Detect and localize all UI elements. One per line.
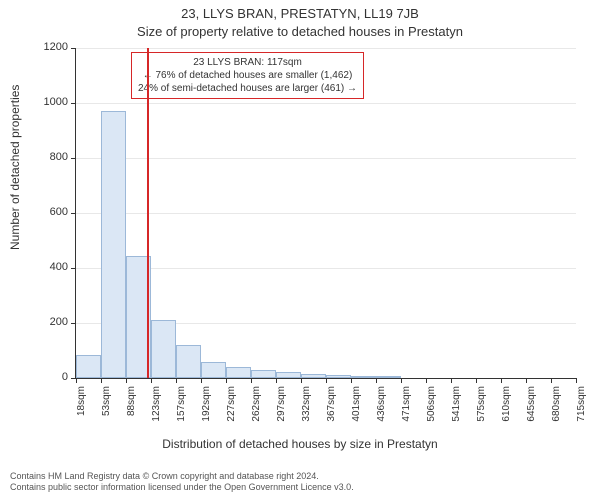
x-tick-mark [351, 378, 352, 383]
x-tick-mark [401, 378, 402, 383]
x-tick-mark [176, 378, 177, 383]
x-tick-label: 680sqm [551, 386, 562, 436]
x-tick-label: 367sqm [326, 386, 337, 436]
histogram-bar [326, 375, 351, 378]
page-title: 23, LLYS BRAN, PRESTATYN, LL19 7JB [0, 6, 600, 21]
y-tick-mark [71, 158, 76, 159]
y-tick-label: 1000 [28, 96, 68, 108]
histogram-bar [301, 374, 326, 378]
x-tick-mark [451, 378, 452, 383]
annotation-box: 23 LLYS BRAN: 117sqm ← 76% of detached h… [131, 52, 364, 99]
histogram-bar [101, 111, 126, 378]
x-tick-mark [276, 378, 277, 383]
histogram-bar [151, 320, 176, 378]
x-tick-label: 227sqm [226, 386, 237, 436]
x-axis-label: Distribution of detached houses by size … [0, 437, 600, 451]
histogram-bar [276, 372, 301, 378]
x-tick-label: 575sqm [476, 386, 487, 436]
chart-container: 23, LLYS BRAN, PRESTATYN, LL19 7JB Size … [0, 0, 600, 500]
gridline [76, 213, 576, 214]
footer-line1: Contains HM Land Registry data © Crown c… [10, 471, 590, 483]
x-tick-mark [526, 378, 527, 383]
x-tick-label: 436sqm [376, 386, 387, 436]
footer-line2: Contains public sector information licen… [10, 482, 590, 494]
y-tick-mark [71, 48, 76, 49]
x-tick-mark [201, 378, 202, 383]
x-tick-mark [226, 378, 227, 383]
y-tick-mark [71, 103, 76, 104]
histogram-bar [201, 362, 226, 379]
x-tick-mark [426, 378, 427, 383]
histogram-bar [76, 355, 101, 378]
gridline [76, 103, 576, 104]
x-tick-mark [126, 378, 127, 383]
x-tick-mark [151, 378, 152, 383]
footer: Contains HM Land Registry data © Crown c… [10, 471, 590, 494]
x-tick-mark [101, 378, 102, 383]
x-tick-label: 192sqm [201, 386, 212, 436]
x-tick-label: 157sqm [176, 386, 187, 436]
histogram-bar [376, 376, 401, 378]
y-tick-label: 400 [28, 261, 68, 273]
histogram-bar [251, 370, 276, 378]
x-tick-label: 88sqm [126, 386, 137, 436]
x-tick-label: 401sqm [351, 386, 362, 436]
x-tick-mark [501, 378, 502, 383]
gridline [76, 268, 576, 269]
y-tick-label: 0 [28, 371, 68, 383]
chart-subtitle: Size of property relative to detached ho… [0, 24, 600, 39]
x-tick-mark [376, 378, 377, 383]
y-tick-label: 1200 [28, 41, 68, 53]
x-tick-label: 645sqm [526, 386, 537, 436]
x-tick-label: 53sqm [101, 386, 112, 436]
x-tick-label: 506sqm [426, 386, 437, 436]
x-tick-label: 610sqm [501, 386, 512, 436]
x-tick-label: 332sqm [301, 386, 312, 436]
annotation-line1: 23 LLYS BRAN: 117sqm [138, 56, 357, 69]
histogram-bar [176, 345, 201, 378]
y-tick-mark [71, 323, 76, 324]
reference-marker [147, 48, 149, 378]
gridline [76, 48, 576, 49]
annotation-line2: ← 76% of detached houses are smaller (1,… [138, 69, 357, 82]
x-tick-mark [251, 378, 252, 383]
histogram-bar [351, 376, 376, 378]
gridline [76, 158, 576, 159]
x-tick-mark [576, 378, 577, 383]
x-tick-mark [326, 378, 327, 383]
y-axis-label: Number of detached properties [8, 85, 22, 250]
plot-area: 23 LLYS BRAN: 117sqm ← 76% of detached h… [75, 48, 576, 379]
x-tick-label: 471sqm [401, 386, 412, 436]
x-tick-label: 262sqm [251, 386, 262, 436]
x-tick-label: 297sqm [276, 386, 287, 436]
y-tick-label: 200 [28, 316, 68, 328]
x-tick-label: 541sqm [451, 386, 462, 436]
x-tick-mark [551, 378, 552, 383]
x-tick-label: 18sqm [76, 386, 87, 436]
x-tick-mark [76, 378, 77, 383]
x-tick-label: 123sqm [151, 386, 162, 436]
x-tick-label: 715sqm [576, 386, 587, 436]
y-tick-label: 600 [28, 206, 68, 218]
y-tick-label: 800 [28, 151, 68, 163]
annotation-line3: 24% of semi-detached houses are larger (… [138, 82, 357, 95]
histogram-bar [226, 367, 251, 378]
y-tick-mark [71, 213, 76, 214]
y-tick-mark [71, 268, 76, 269]
x-tick-mark [476, 378, 477, 383]
x-tick-mark [301, 378, 302, 383]
